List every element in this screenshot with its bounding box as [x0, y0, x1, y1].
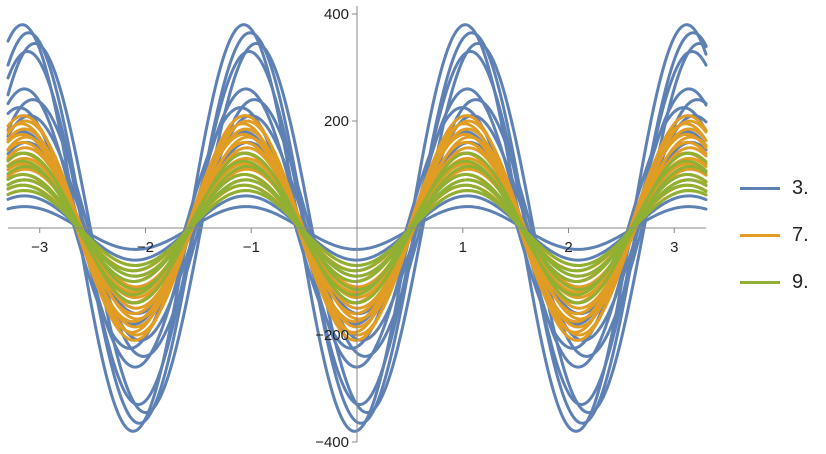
- legend-swatch: [740, 187, 780, 190]
- legend-label: 7.: [792, 224, 809, 246]
- ticks-layer: −3 −2 −1 1 2 3 −400 −200 200 400: [31, 6, 678, 451]
- y-tick-label: 200: [324, 113, 349, 130]
- x-tick-label: 3: [670, 239, 678, 256]
- x-tick-label: 1: [459, 239, 467, 256]
- legend-label: 3.: [792, 177, 809, 199]
- legend-swatch: [740, 281, 780, 284]
- x-tick-label: −2: [137, 239, 154, 256]
- legend: 3. 7. 9.: [740, 165, 809, 306]
- legend-item-series-2: 7.: [740, 212, 809, 259]
- legend-swatch: [740, 234, 780, 237]
- legend-label: 9.: [792, 271, 809, 293]
- y-tick-label: −400: [315, 434, 349, 451]
- y-tick-label: 400: [324, 6, 349, 23]
- x-tick-label: −3: [31, 239, 48, 256]
- y-tick-label: −200: [315, 327, 349, 344]
- x-tick-label: −1: [243, 239, 260, 256]
- x-tick-label: 2: [564, 239, 572, 256]
- legend-item-series-1: 3.: [740, 165, 809, 212]
- legend-item-series-3: 9.: [740, 259, 809, 306]
